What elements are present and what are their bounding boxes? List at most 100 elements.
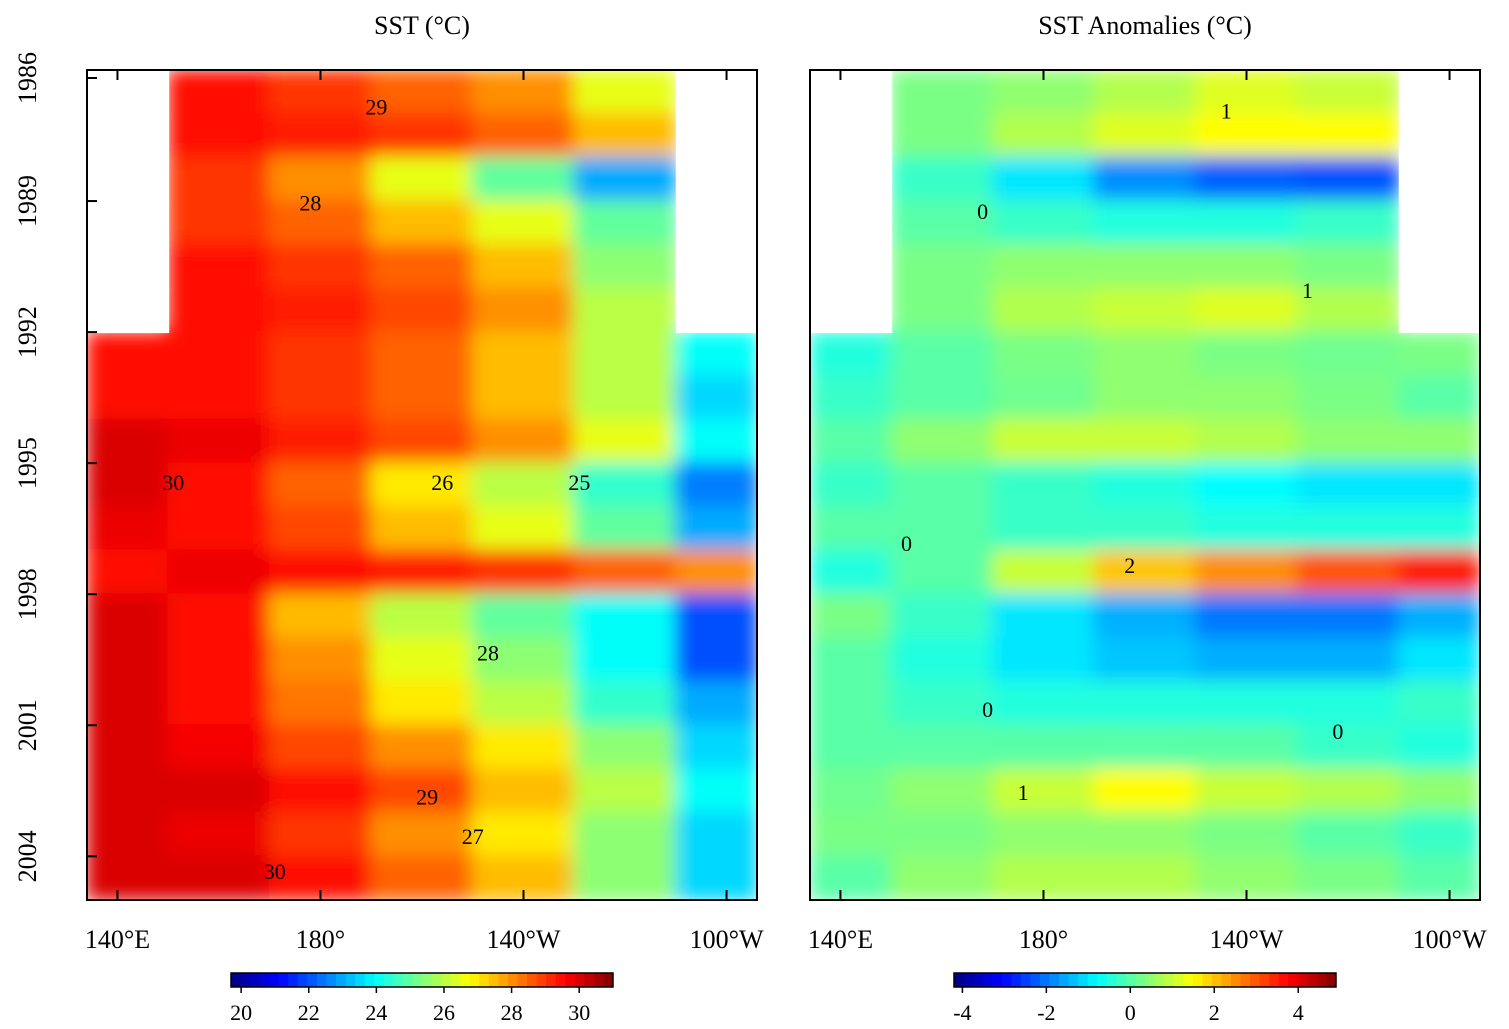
cell bbox=[1397, 418, 1480, 465]
cell bbox=[810, 418, 893, 465]
colorbar-segment bbox=[1240, 973, 1251, 987]
cell bbox=[471, 200, 576, 246]
field-smooth bbox=[810, 70, 1480, 900]
cell bbox=[268, 374, 373, 421]
cell bbox=[890, 505, 994, 552]
cell bbox=[370, 418, 474, 465]
cell bbox=[167, 549, 271, 596]
missing bbox=[810, 288, 893, 334]
cell bbox=[991, 287, 1096, 334]
cell bbox=[1194, 549, 1299, 596]
cell bbox=[370, 855, 474, 900]
cell bbox=[1093, 200, 1197, 246]
cell bbox=[370, 811, 474, 858]
x-tick-label: 140°E bbox=[808, 925, 873, 954]
colorbar-segment bbox=[1059, 973, 1070, 987]
cell bbox=[87, 462, 170, 508]
cell bbox=[1194, 156, 1299, 203]
cell bbox=[991, 724, 1096, 770]
cell bbox=[1397, 636, 1480, 683]
colorbar-tick-label: 28 bbox=[501, 1000, 523, 1025]
cell bbox=[991, 112, 1096, 159]
colorbar-segment bbox=[488, 973, 499, 987]
cell bbox=[1093, 767, 1197, 814]
colorbar-segment bbox=[507, 973, 518, 987]
cell bbox=[1296, 593, 1400, 639]
colorbar-segment bbox=[584, 973, 595, 987]
cell bbox=[87, 505, 170, 552]
cell bbox=[370, 680, 474, 727]
contour-label: 30 bbox=[264, 859, 286, 884]
cell bbox=[674, 680, 757, 727]
cell bbox=[471, 811, 576, 858]
cell bbox=[1194, 287, 1299, 334]
cell bbox=[167, 855, 271, 900]
colorbar-segment bbox=[1087, 973, 1098, 987]
cell bbox=[370, 593, 474, 639]
cell bbox=[471, 680, 576, 727]
colorbar-tick-label: 30 bbox=[568, 1000, 590, 1025]
cell bbox=[991, 505, 1096, 552]
colorbar-segment bbox=[1288, 973, 1299, 987]
cell bbox=[573, 505, 677, 552]
missing bbox=[1398, 201, 1480, 246]
cell bbox=[1093, 680, 1197, 727]
cell bbox=[370, 505, 474, 552]
cell bbox=[370, 374, 474, 421]
colorbar-segment bbox=[1202, 973, 1213, 987]
colorbar-tick-label: 0 bbox=[1125, 1000, 1136, 1025]
cell bbox=[1093, 374, 1197, 421]
colorbar-segment bbox=[1164, 973, 1175, 987]
cell bbox=[370, 549, 474, 596]
cell bbox=[810, 331, 893, 377]
cell bbox=[573, 636, 677, 683]
cell bbox=[890, 811, 994, 858]
cell bbox=[167, 811, 271, 858]
cell bbox=[1296, 156, 1400, 203]
cell bbox=[890, 462, 994, 508]
cell bbox=[991, 418, 1096, 465]
cell bbox=[573, 112, 677, 159]
cell bbox=[1194, 200, 1299, 246]
colorbar-segment bbox=[973, 973, 984, 987]
cell bbox=[167, 724, 271, 770]
missing bbox=[1398, 70, 1480, 115]
x-tick-label: 140°W bbox=[1210, 925, 1284, 954]
colorbar-tick-label: 4 bbox=[1293, 1000, 1304, 1025]
cell bbox=[810, 680, 893, 727]
missing bbox=[87, 113, 170, 159]
colorbar-segment bbox=[326, 973, 337, 987]
cell bbox=[167, 374, 271, 421]
cell bbox=[1194, 418, 1299, 465]
cell bbox=[890, 855, 994, 900]
cell bbox=[674, 462, 757, 508]
colorbar-tick-label: 22 bbox=[298, 1000, 320, 1025]
cell bbox=[1093, 156, 1197, 203]
colorbar-frame bbox=[953, 972, 1337, 988]
cell bbox=[167, 112, 271, 159]
colorbar-segment bbox=[1049, 973, 1060, 987]
cell bbox=[268, 767, 373, 814]
cell bbox=[573, 287, 677, 334]
x-tick-label: 100°W bbox=[1413, 925, 1487, 954]
cell bbox=[471, 418, 576, 465]
cell bbox=[471, 374, 576, 421]
cell bbox=[471, 462, 576, 508]
cell bbox=[471, 636, 576, 683]
cell bbox=[1194, 680, 1299, 727]
cell bbox=[1296, 243, 1400, 290]
colorbar-segment bbox=[546, 973, 557, 987]
cell bbox=[674, 331, 757, 377]
cell bbox=[991, 811, 1096, 858]
field-smooth bbox=[87, 70, 757, 900]
cell bbox=[1194, 331, 1299, 377]
cell bbox=[991, 636, 1096, 683]
missing bbox=[675, 70, 757, 115]
contour-label: 29 bbox=[416, 785, 438, 810]
missing bbox=[1398, 157, 1480, 203]
cell bbox=[167, 680, 271, 727]
cell bbox=[810, 462, 893, 508]
colorbar-segment bbox=[1030, 973, 1041, 987]
cell bbox=[167, 505, 271, 552]
cell bbox=[991, 243, 1096, 290]
